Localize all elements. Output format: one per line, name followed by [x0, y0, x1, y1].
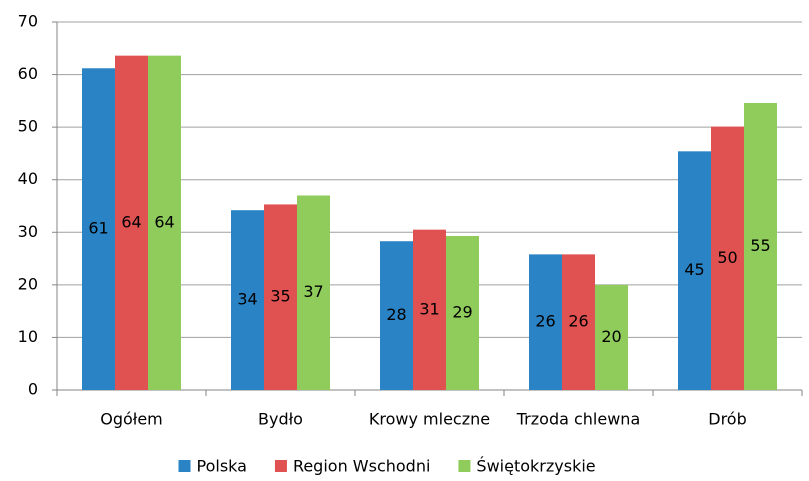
bar: [115, 55, 148, 390]
y-tick-label: 60: [18, 64, 38, 83]
data-label: 50: [717, 248, 737, 267]
data-label: 20: [601, 327, 621, 346]
legend-label: Świętokrzyskie: [476, 457, 595, 476]
bar: [711, 126, 744, 391]
x-tick-label: Drób: [708, 410, 747, 429]
x-tick-label: Ogółem: [100, 410, 163, 429]
bar: [297, 195, 330, 390]
bar: [562, 254, 595, 390]
legend-swatch: [458, 460, 471, 472]
y-tick-label: 0: [28, 380, 38, 399]
y-tick-label: 70: [18, 12, 38, 31]
bar: [380, 241, 413, 390]
legend-swatch: [274, 460, 287, 472]
data-label: 61: [88, 219, 108, 238]
data-label: 37: [303, 282, 323, 301]
bar: [744, 102, 777, 391]
legend-label: Polska: [197, 457, 247, 476]
bar: [82, 68, 115, 391]
x-tick-label: Trzoda chlewna: [516, 410, 641, 429]
bar: [413, 229, 446, 390]
data-label: 45: [684, 260, 704, 279]
data-label: 28: [386, 305, 406, 324]
bar: [231, 210, 264, 390]
x-tick-label: Bydło: [258, 410, 303, 429]
bar: [678, 151, 711, 390]
data-label: 35: [270, 287, 290, 306]
bar: [148, 55, 181, 390]
bar: [446, 235, 479, 390]
bar: [529, 254, 562, 390]
y-tick-label: 40: [18, 169, 38, 188]
x-tick-label: Krowy mleczne: [369, 410, 490, 429]
data-label: 31: [419, 299, 439, 318]
y-tick-label: 10: [18, 327, 38, 346]
data-label: 34: [237, 290, 257, 309]
legend-label: Region Wschodni: [293, 457, 430, 476]
y-tick-label: 50: [18, 117, 38, 136]
legend-swatch: [178, 460, 191, 472]
data-label: 64: [154, 212, 174, 231]
data-label: 64: [121, 212, 141, 231]
bar: [264, 204, 297, 390]
bar: [595, 284, 628, 390]
data-label: 26: [568, 312, 588, 331]
data-label: 26: [535, 312, 555, 331]
y-tick-label: 30: [18, 222, 38, 241]
data-label: 29: [452, 302, 472, 321]
data-label: 55: [750, 236, 770, 255]
y-tick-label: 20: [18, 274, 38, 293]
